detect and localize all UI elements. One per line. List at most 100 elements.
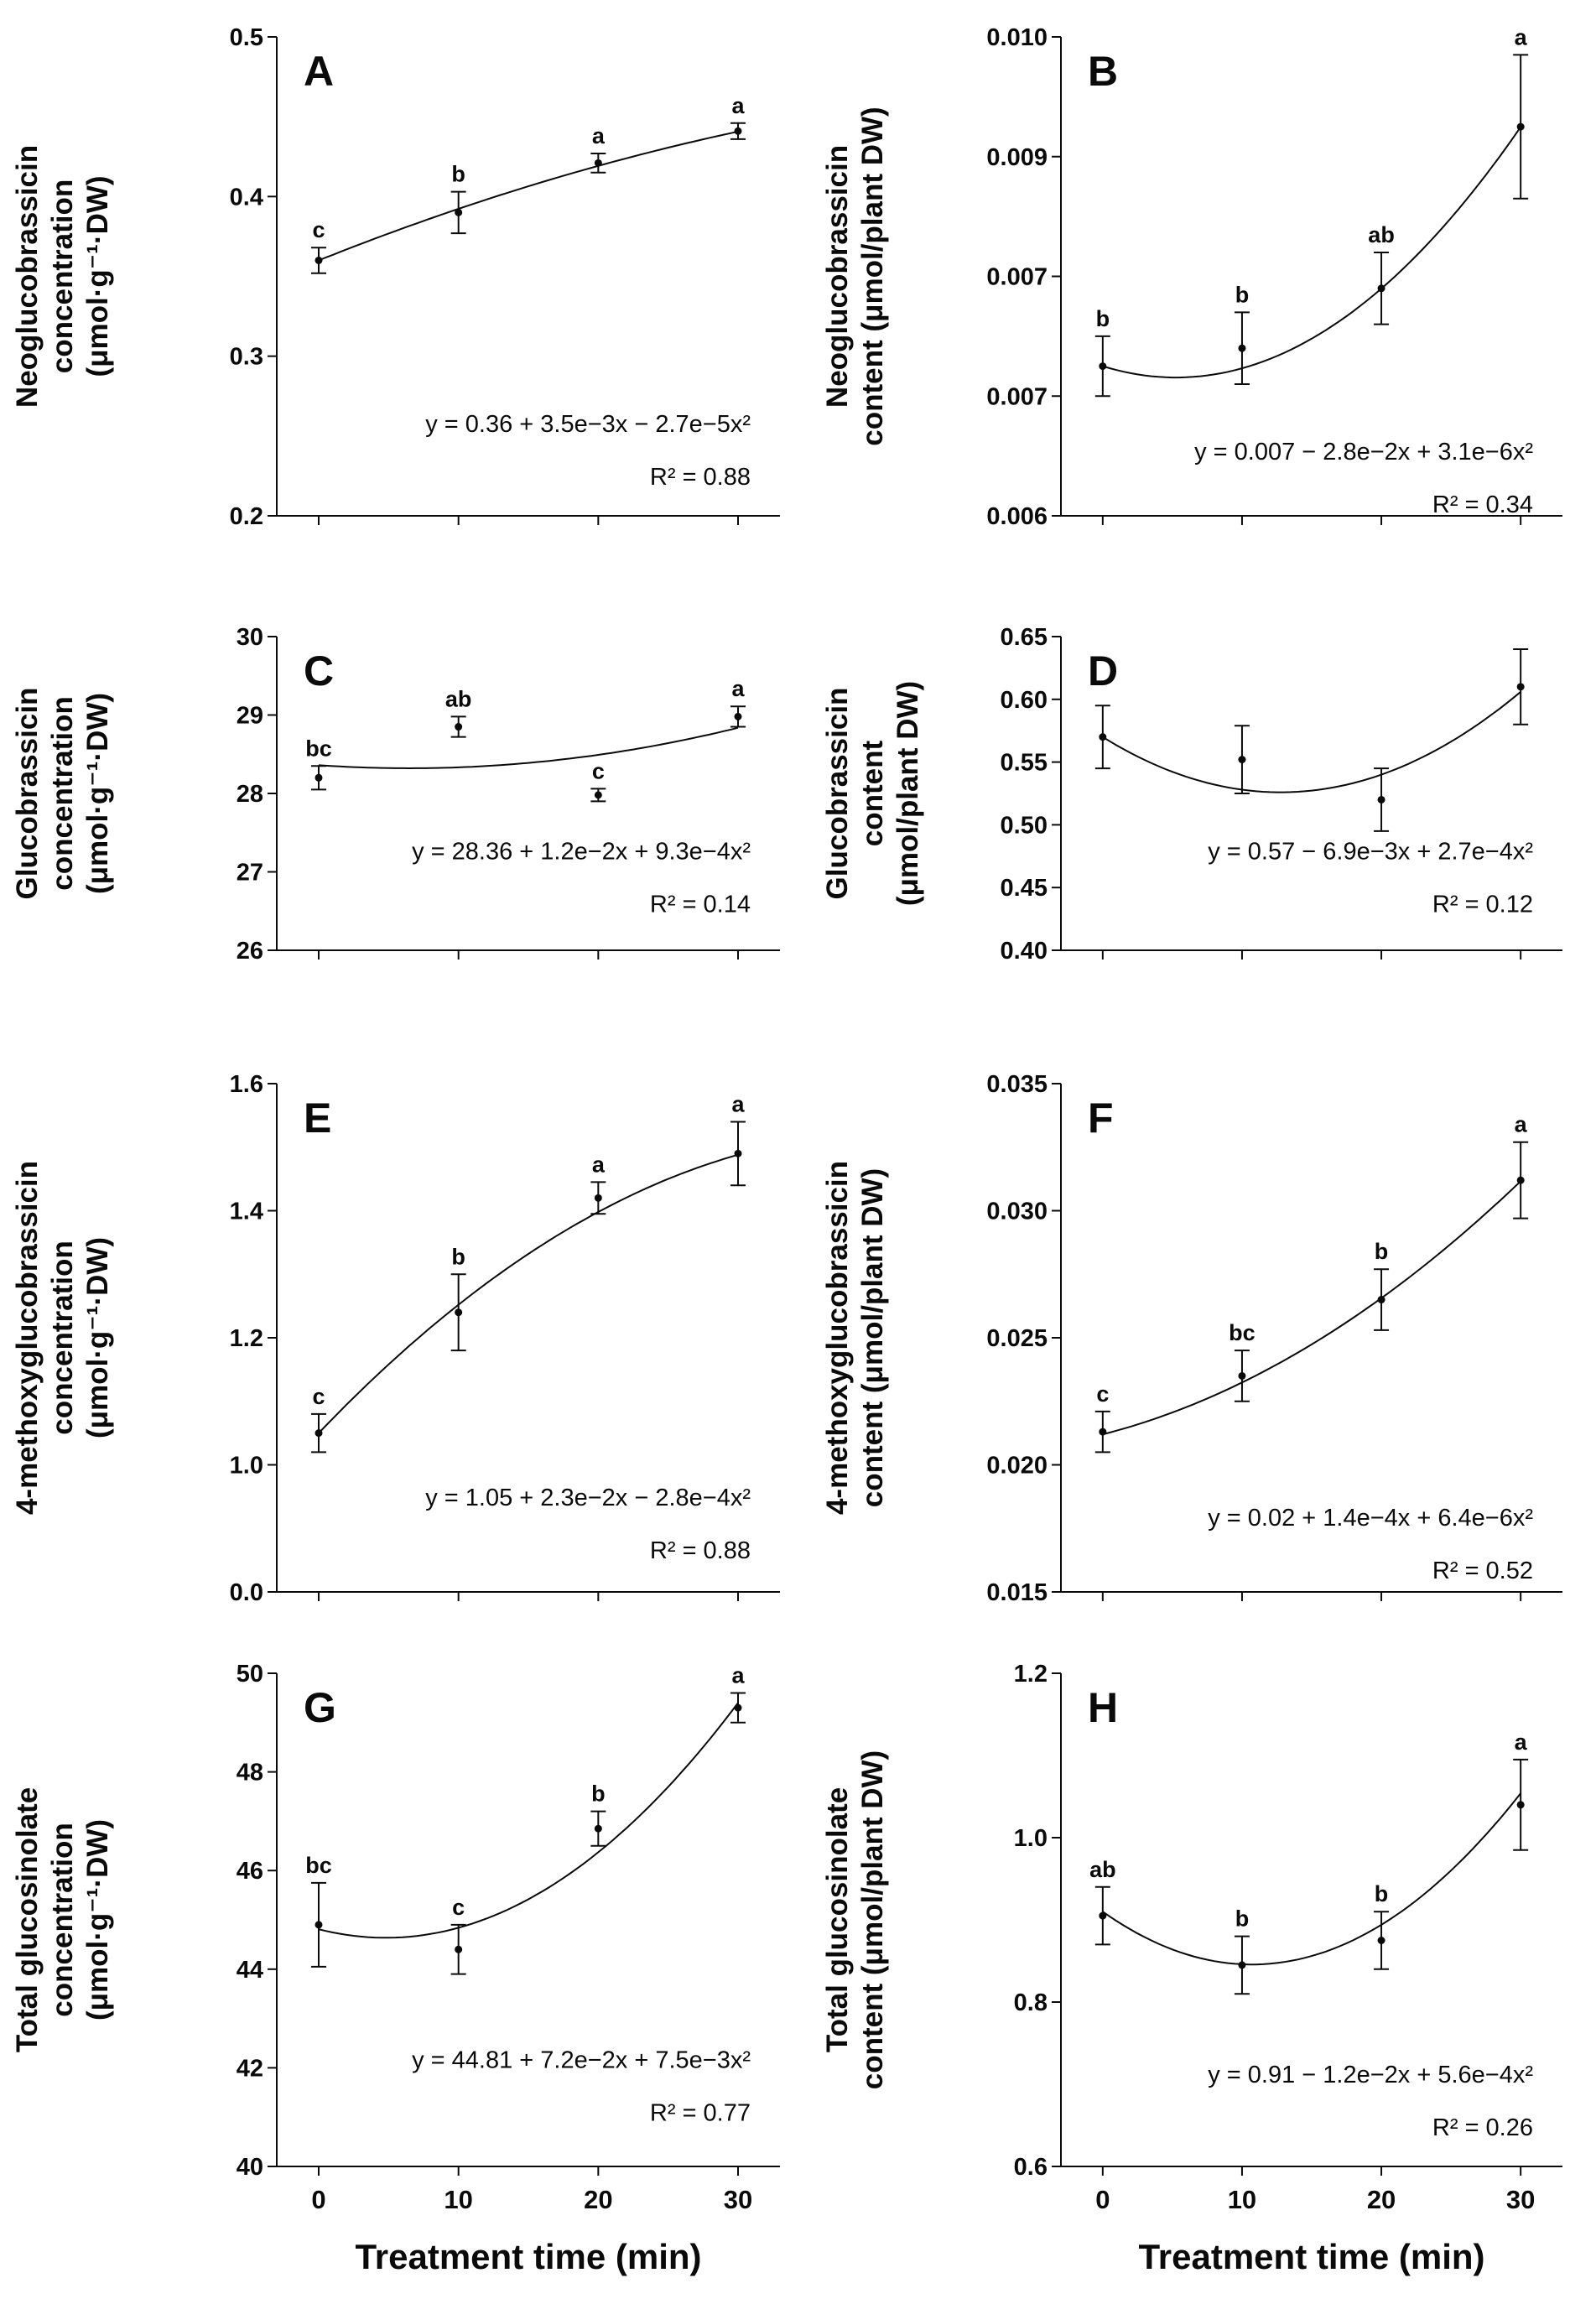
data-point-marker <box>1099 733 1107 741</box>
fit-equation: y = 0.007 − 2.8e−2x + 3.1e−6x² <box>1194 439 1533 465</box>
panel-H-chart: 0.6 0.8 1.0 1.2 0 10 20 30 ab b b a Hy = 0.91 − 1.2e… <box>821 1661 1562 2276</box>
data-point-marker <box>1516 1176 1525 1184</box>
data-point-marker <box>734 1149 742 1157</box>
x-tick-label: 10 <box>444 2185 472 2214</box>
y-axis-label-line: Total glucosinolate <box>11 1787 44 2052</box>
y-tick-label: 0.45 <box>1001 875 1048 902</box>
fit-equation: y = 1.05 + 2.3e−2x − 2.8e−4x² <box>425 1485 751 1511</box>
data-points <box>1094 1758 1529 1995</box>
data-point-marker <box>594 791 602 799</box>
y-tick-label: 26 <box>237 938 263 965</box>
significance-letter: ab <box>1089 1857 1116 1882</box>
y-tick-label: 0.65 <box>1001 624 1048 651</box>
y-axis-label-line: content (μmol/plant DW) <box>856 1168 889 1507</box>
significance-letter: b <box>1375 1881 1389 1906</box>
y-tick-label: 0.40 <box>1001 938 1048 965</box>
data-point-marker <box>1516 683 1525 691</box>
y-tick-label: 0.020 <box>986 1453 1048 1480</box>
data-point-marker <box>734 1703 742 1712</box>
data-point-marker <box>315 773 323 782</box>
significance-letter: bc <box>305 1853 332 1878</box>
axes <box>1052 636 1562 960</box>
panel-E-chart: 0.0 1.0 1.2 1.4 1.6 c b a a Ey = 1.05 + 2.3e−2x −… <box>11 1071 780 1606</box>
data-points <box>1094 648 1529 832</box>
y-tick-label: 0.6 <box>1014 2154 1048 2181</box>
data-point-marker <box>734 127 742 135</box>
fit-equation: y = 0.36 + 3.5e−3x − 2.7e−5x² <box>425 411 751 438</box>
significance-letter: a <box>731 676 745 701</box>
data-points <box>1094 1141 1529 1454</box>
x-tick-label: 20 <box>584 2185 612 2214</box>
data-point-marker <box>1099 1428 1107 1436</box>
significance-letter: a <box>731 1091 745 1116</box>
y-axis-label-line: concentration <box>46 1240 79 1434</box>
r-squared: R² = 0.77 <box>650 2099 751 2126</box>
x-tick-label: 30 <box>724 2185 752 2214</box>
y-axis-label-line: Total glucosinolate <box>821 1787 854 2052</box>
fit-curve <box>1102 1180 1521 1436</box>
r-squared: R² = 0.14 <box>650 892 751 918</box>
panel-letter: H <box>1088 1684 1118 1731</box>
panel-C-chart: 26 27 28 29 30 bc ab c a Cy = 28.36 + 1.2e−2x + 9… <box>11 624 780 965</box>
data-point-marker <box>1238 756 1246 764</box>
y-tick-label: 0.007 <box>986 264 1048 291</box>
panel-letter: F <box>1088 1095 1114 1142</box>
data-point-marker <box>1099 362 1107 371</box>
y-tick-label: 1.2 <box>1014 1661 1048 1688</box>
significance-letter: b <box>1096 306 1110 331</box>
axes <box>268 1672 780 2176</box>
y-axis-label-line: (μmol·g⁻¹·DW) <box>81 693 114 894</box>
data-point-marker <box>594 159 602 167</box>
panel-F-chart: 0.015 0.020 0.025 0.030 0.035 c bc b a Fy = 0.02 … <box>821 1071 1562 1606</box>
significance-letter: b <box>1235 1906 1250 1932</box>
r-squared: R² = 0.34 <box>1432 491 1533 518</box>
significance-letter: c <box>1096 1381 1109 1407</box>
significance-letter: a <box>731 93 745 118</box>
significance-letter: c <box>312 217 325 242</box>
significance-letter: a <box>592 1152 606 1177</box>
data-point-marker <box>455 723 463 731</box>
y-axis-label-line: concentration <box>46 1823 79 2016</box>
y-tick-label: 0.025 <box>986 1325 1048 1352</box>
y-axis-label-line: Neoglucobrassicin <box>11 145 44 408</box>
data-point-marker <box>455 1945 463 1953</box>
fit-curve <box>318 1702 739 1939</box>
r-squared: R² = 0.88 <box>650 1537 751 1564</box>
axes <box>268 636 780 960</box>
y-tick-label: 48 <box>237 1760 263 1787</box>
axes <box>1052 36 1562 525</box>
y-tick-label: 40 <box>237 2154 263 2181</box>
fit-curve <box>318 726 739 770</box>
y-axis-label-line: (μmol·g⁻¹·DW) <box>81 1237 114 1438</box>
y-tick-label: 42 <box>237 2055 263 2082</box>
axes <box>268 1083 780 1601</box>
y-axis-label-line: (μmol·g⁻¹·DW) <box>81 1819 114 2021</box>
data-points <box>311 122 746 274</box>
y-tick-label: 27 <box>237 860 263 887</box>
fit-equation: y = 0.57 − 6.9e−3x + 2.7e−4x² <box>1208 839 1533 866</box>
y-tick-label: 0.5 <box>230 24 263 51</box>
panel-letter: E <box>304 1095 331 1142</box>
significance-letter: a <box>592 123 606 148</box>
data-points <box>311 1121 746 1454</box>
x-axis-label: Treatment time (min) <box>355 2237 701 2276</box>
significance-letter: a <box>1515 1112 1528 1137</box>
y-tick-label: 0.0 <box>230 1579 263 1606</box>
y-tick-label: 0.4 <box>230 184 263 211</box>
panel-letter: D <box>1088 648 1118 694</box>
panel-B-chart: 0.006 0.007 0.007 0.009 0.010 b b ab a By = 0.007… <box>821 24 1562 530</box>
y-axis-label-line: content <box>856 740 889 846</box>
y-tick-label: 50 <box>237 1661 263 1688</box>
y-axis-label-line: Glucobrassicin <box>821 688 854 900</box>
data-point-marker <box>1238 1371 1246 1380</box>
fit-equation: y = 44.81 + 7.2e−2x + 7.5e−3x² <box>412 2047 751 2073</box>
fit-curve <box>1102 1792 1521 1966</box>
panel-letter: A <box>304 48 334 95</box>
y-tick-label: 29 <box>237 703 263 730</box>
significance-letter: b <box>451 1244 465 1269</box>
y-axis-label-line: concentration <box>46 696 79 890</box>
panel-letter: G <box>304 1684 336 1731</box>
